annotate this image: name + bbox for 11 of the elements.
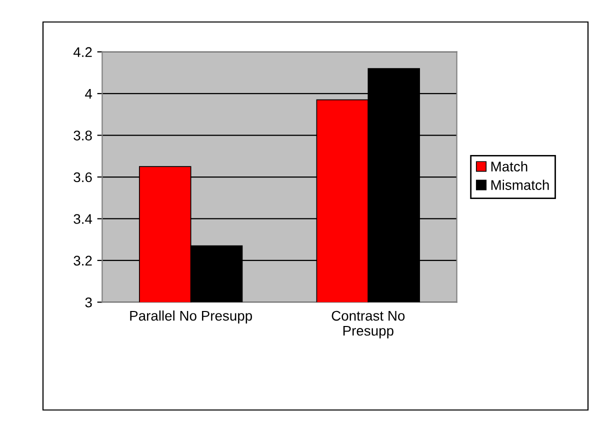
x-tick-label: Contrast No Presupp: [332, 310, 405, 338]
y-tick-label: 3.4: [74, 214, 92, 224]
y-tick-label: 3.2: [74, 256, 92, 266]
y-tick-label: 4.2: [73, 47, 92, 57]
y-tick-label: 3: [85, 298, 92, 308]
y-tick-label: 3.8: [74, 130, 92, 140]
legend-label: Mismatch: [491, 180, 549, 190]
x-tick-label: Parallel No Presupp: [130, 310, 252, 324]
y-tick-label: 4: [85, 89, 92, 99]
legend-label: Match: [491, 161, 528, 172]
y-tick-label: 3.6: [74, 172, 92, 182]
